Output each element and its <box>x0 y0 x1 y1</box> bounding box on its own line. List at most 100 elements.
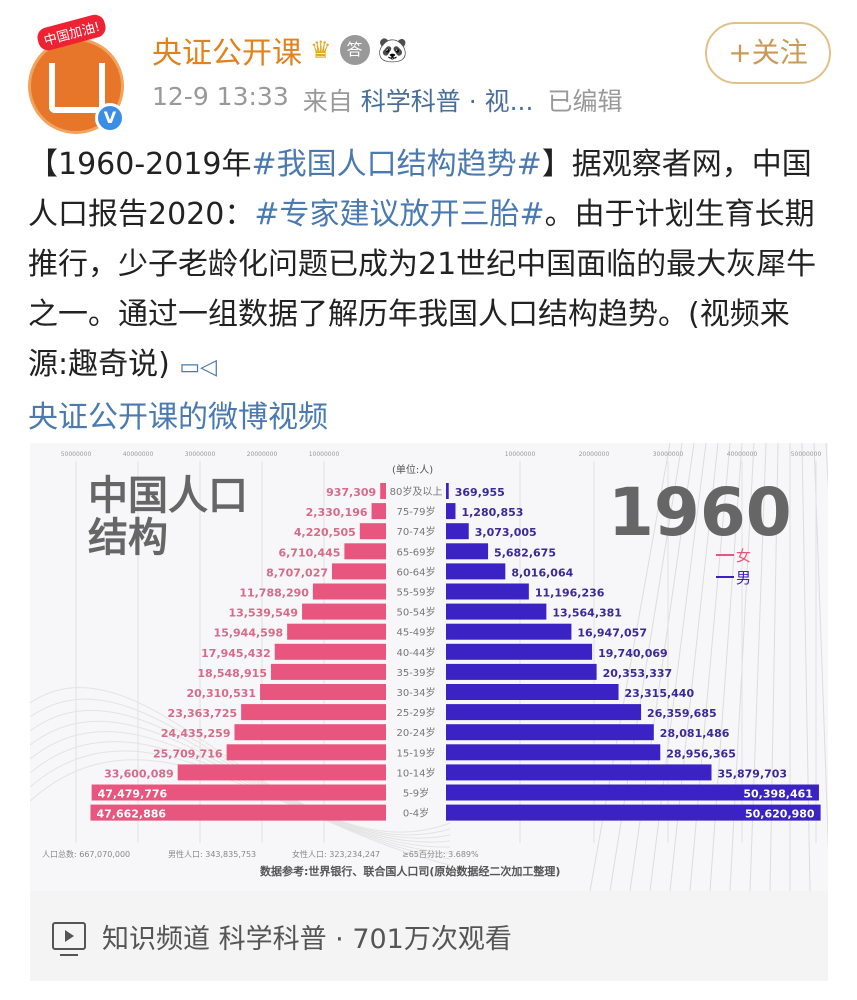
panda-icon: 🐼 <box>377 36 408 64</box>
x-tick-label: 50000000 <box>791 451 822 458</box>
male-value-label: 16,947,057 <box>577 627 647 640</box>
female-value-label: 33,600,089 <box>104 767 174 780</box>
age-label: 10-14岁 <box>396 766 435 779</box>
age-label: 40-44岁 <box>396 646 435 659</box>
bar-male <box>446 623 572 640</box>
channel-views: 知识频道 科学科普 · 701万次观看 <box>102 923 512 955</box>
male-value-label: 23,315,440 <box>625 687 695 700</box>
video-footer[interactable]: 知识频道 科学科普 · 701万次观看 <box>30 891 828 981</box>
bar-male <box>446 744 661 761</box>
text-part: 【1960-2019年 <box>28 147 252 182</box>
chart-title-line2: 结构 <box>88 515 168 561</box>
bar-female <box>226 744 386 761</box>
female-value-label: 11,788,290 <box>239 587 309 600</box>
population-pyramid-chart: 10000000 10000000 20000000 20000000 30000000… <box>30 443 828 891</box>
video-icon: ▭◁ <box>179 355 218 380</box>
male-value-label: 28,956,365 <box>666 747 736 760</box>
female-value-label: 24,435,259 <box>161 727 231 740</box>
bar-female <box>371 503 386 520</box>
female-value-label: 47,662,886 <box>96 808 166 821</box>
age-label: 5-9岁 <box>403 787 429 800</box>
age-label: 0-4岁 <box>403 807 429 820</box>
bar-female <box>312 583 386 600</box>
avatar-logo <box>49 63 105 113</box>
male-value-label: 28,081,486 <box>660 727 730 740</box>
bar-female <box>91 784 386 801</box>
crown-icon: ♛ <box>310 36 332 64</box>
answer-medal-icon: 答 <box>339 35 370 65</box>
hashtag-link[interactable]: #我国人口结构趋势# <box>251 147 542 182</box>
legend-label: 男 <box>736 569 751 587</box>
text-part: 】据观察者网，中国人口报告2020： <box>28 147 812 232</box>
age-label: 50-54岁 <box>396 606 435 619</box>
bar-male <box>446 784 819 801</box>
edited-label: 已编辑 <box>547 87 623 116</box>
male-value-label: 3,073,005 <box>475 526 537 539</box>
female-value-label: 2,330,196 <box>306 506 368 519</box>
legend-label: 女 <box>736 547 751 565</box>
bar-female <box>287 623 386 640</box>
age-label: 75-79岁 <box>396 505 435 518</box>
female-value-label: 15,944,598 <box>214 627 284 640</box>
age-label: 45-49岁 <box>396 626 435 639</box>
bar-male <box>446 663 597 680</box>
male-value-label: 1,280,853 <box>461 506 523 519</box>
age-label: 70-74岁 <box>396 525 435 538</box>
chart-title-line1: 中国人口 <box>88 473 248 519</box>
x-tick-label: 40000000 <box>727 451 758 458</box>
bar-male <box>446 563 506 580</box>
age-label: 65-69岁 <box>396 545 435 558</box>
bar-female <box>177 764 386 781</box>
male-value-label: 5,682,675 <box>494 546 556 559</box>
x-tick-label: 30000000 <box>185 451 216 458</box>
male-value-label: 20,353,337 <box>603 667 673 680</box>
summary-stat: ≥65百分比: 3.689% <box>402 849 479 859</box>
year-label: 1960 <box>608 474 792 551</box>
x-tick-label: 50000000 <box>61 451 92 458</box>
female-value-label: 6,710,445 <box>278 546 340 559</box>
video-link[interactable]: 央证公开课的微博视频 <box>28 400 328 435</box>
bar-male <box>446 724 654 741</box>
summary-stat: 女性人口: 323,234,247 <box>292 849 380 859</box>
bar-female <box>260 684 386 700</box>
female-value-label: 47,479,776 <box>98 788 168 801</box>
follow-button[interactable]: +关注 <box>705 22 831 84</box>
bar-male <box>446 704 642 721</box>
avatar[interactable]: 中国加油! V <box>28 12 125 134</box>
female-value-label: 937,309 <box>326 486 376 499</box>
bar-female <box>344 543 386 560</box>
female-value-label: 18,548,915 <box>197 667 267 680</box>
author-name[interactable]: 央证公开课 <box>152 36 302 71</box>
age-label: 60-64岁 <box>396 565 435 578</box>
bar-male <box>446 603 547 620</box>
bar-male <box>446 583 529 600</box>
female-value-label: 4,220,505 <box>294 526 356 539</box>
source-note: 数据参考:世界银行、联合国人口司(原始数据经二次加工整理) <box>260 864 560 878</box>
age-label: 30-34岁 <box>396 686 435 699</box>
age-label: 20-24岁 <box>396 726 435 739</box>
male-value-label: 13,564,381 <box>552 607 622 620</box>
author-row: 央证公开课 ♛ 答 🐼 <box>152 28 407 72</box>
source-link[interactable]: 科学科普 · 视... <box>360 87 534 116</box>
bar-male <box>446 804 821 821</box>
bar-male <box>446 483 449 499</box>
bar-male <box>446 643 593 660</box>
female-value-label: 23,363,725 <box>168 707 238 720</box>
decor-line <box>801 443 811 891</box>
bar-female <box>270 663 386 680</box>
verified-icon: V <box>95 103 125 133</box>
female-value-label: 25,709,716 <box>153 747 223 760</box>
x-tick-label: 10000000 <box>505 451 536 458</box>
male-value-label: 50,620,980 <box>745 808 815 821</box>
bar-female <box>274 643 386 660</box>
female-value-label: 17,945,432 <box>201 647 271 660</box>
bar-female <box>332 563 386 580</box>
x-tick-label: 40000000 <box>123 451 154 458</box>
unit-label: (单位:人) <box>392 463 433 476</box>
video-player[interactable]: 10000000 10000000 20000000 20000000 30000000… <box>30 443 828 891</box>
x-tick-label: 20000000 <box>579 451 610 458</box>
hashtag-link[interactable]: #专家建议放开三胎# <box>254 197 545 232</box>
bar-male <box>446 523 469 540</box>
bar-female <box>302 603 386 620</box>
age-label: 25-29岁 <box>396 706 435 719</box>
